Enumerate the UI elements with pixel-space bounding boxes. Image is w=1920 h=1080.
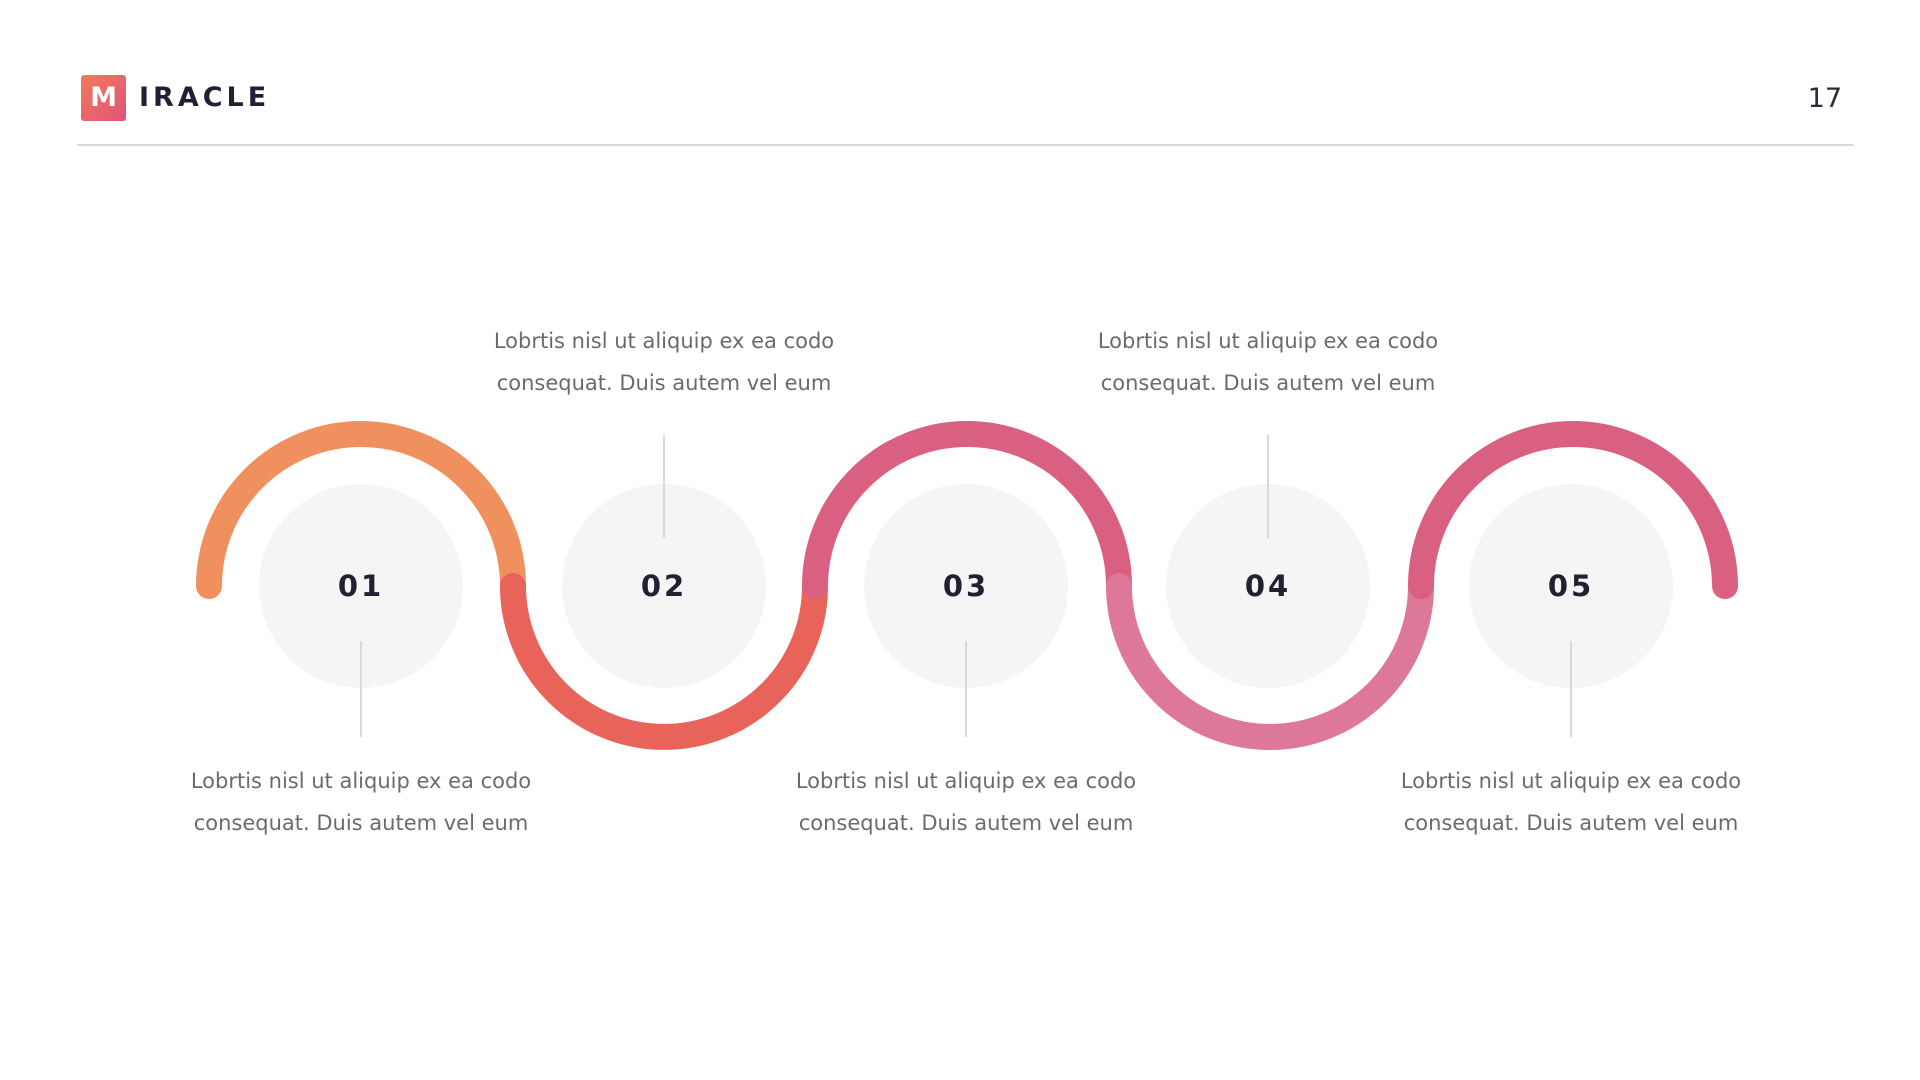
step-2-circle: [562, 484, 766, 688]
step-1-description: Lobrtis nisl ut aliquip ex ea codo conse…: [151, 760, 571, 844]
step-3-circle: [864, 484, 1068, 688]
step-1-description-line-2: consequat. Duis autem vel eum: [193, 811, 529, 835]
step-4-description-line-1: Lobrtis nisl ut aliquip ex ea codo: [1097, 329, 1439, 353]
step-2-description: Lobrtis nisl ut aliquip ex ea codo conse…: [454, 320, 874, 404]
page-number: 17: [1807, 83, 1842, 114]
header-divider: [77, 144, 1854, 146]
step-4-circle: [1166, 484, 1370, 688]
step-1-circle: [259, 484, 463, 688]
step-4-description-line-2: consequat. Duis autem vel eum: [1100, 371, 1436, 395]
slide-header: M IRACLE 17: [0, 0, 1920, 146]
wave-arc-1: [196, 421, 526, 599]
step-5-number: 05: [1547, 569, 1595, 603]
step-2-description-line-1: Lobrtis nisl ut aliquip ex ea codo: [493, 329, 835, 353]
wave-arc-2: [500, 573, 828, 750]
logo-wordmark: IRACLE: [139, 82, 271, 113]
wave-arc-4: [1106, 573, 1434, 750]
step-4-description: Lobrtis nisl ut aliquip ex ea codo conse…: [1058, 320, 1478, 404]
wave-arc-3: [802, 421, 1132, 599]
step-5-circle: [1469, 484, 1673, 688]
step-3-number: 03: [942, 569, 990, 603]
step-5-description: Lobrtis nisl ut aliquip ex ea codo conse…: [1361, 760, 1781, 844]
step-3-description: Lobrtis nisl ut aliquip ex ea codo conse…: [756, 760, 1176, 844]
step-5-description-line-2: consequat. Duis autem vel eum: [1403, 811, 1739, 835]
step-5-description-line-1: Lobrtis nisl ut aliquip ex ea codo: [1400, 769, 1742, 793]
wave-arc-5: [1408, 421, 1738, 599]
step-1-description-line-1: Lobrtis nisl ut aliquip ex ea codo: [190, 769, 532, 793]
step-2-number: 02: [640, 569, 688, 603]
step-3-description-line-2: consequat. Duis autem vel eum: [798, 811, 1134, 835]
step-3-description-line-1: Lobrtis nisl ut aliquip ex ea codo: [795, 769, 1137, 793]
step-2-description-line-2: consequat. Duis autem vel eum: [496, 371, 832, 395]
step-4-number: 04: [1244, 569, 1292, 603]
logo-mark: M: [81, 75, 126, 121]
step-1-number: 01: [337, 569, 385, 603]
